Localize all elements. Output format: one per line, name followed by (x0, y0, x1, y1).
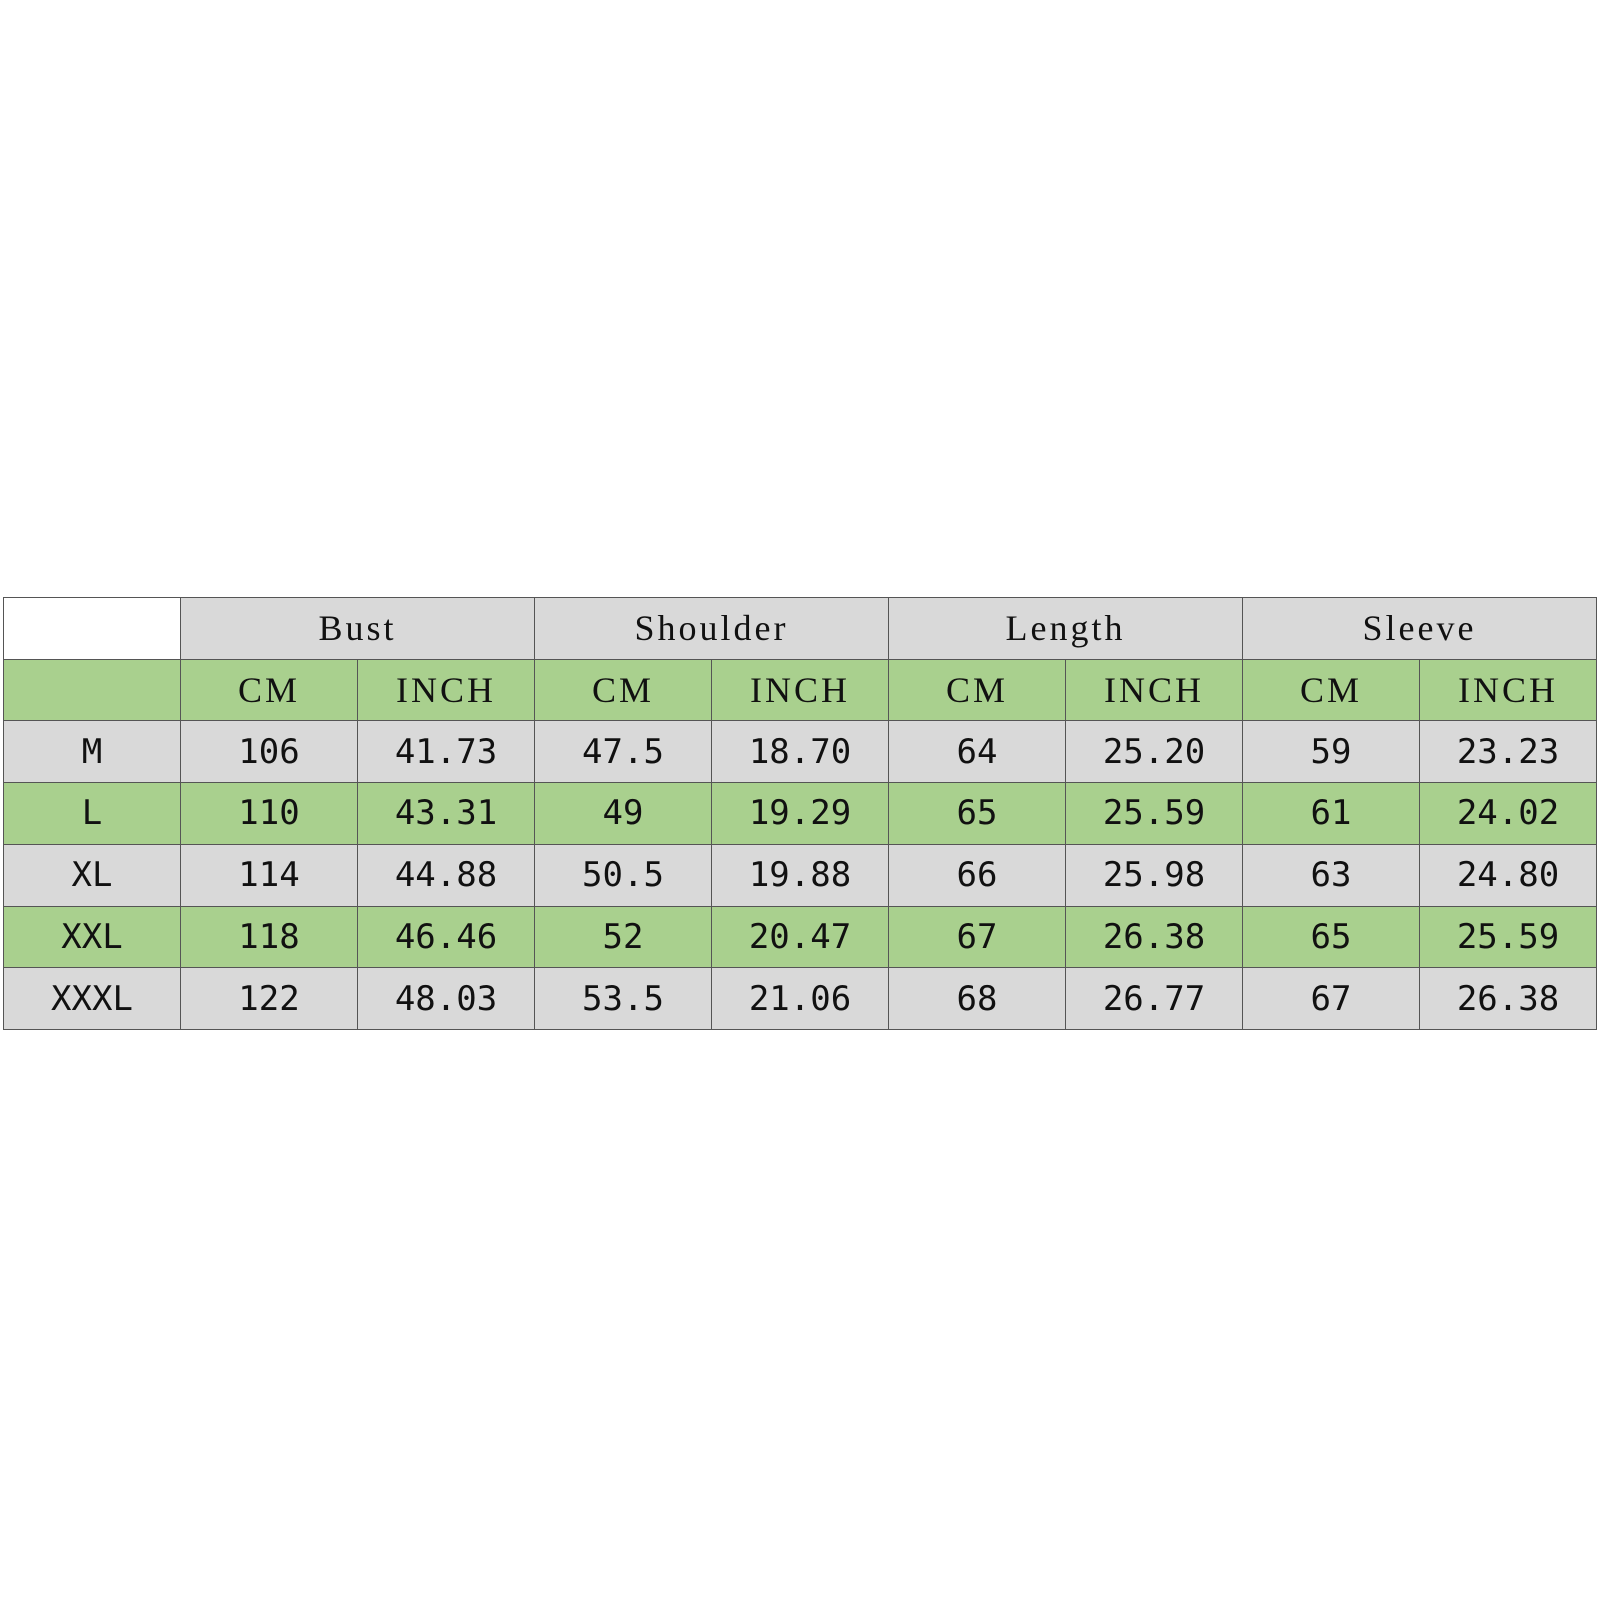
measurement: 65 (1242, 905, 1420, 969)
unit-header: INCH (357, 658, 535, 722)
measurement: 19.88 (711, 843, 889, 907)
measurement: 25.59 (1419, 905, 1597, 969)
measurement: 24.80 (1419, 843, 1597, 907)
measurement: 21.06 (711, 967, 889, 1030)
measurement: 26.38 (1065, 905, 1243, 969)
measurement: 59 (1242, 720, 1420, 784)
size-label: XXL (3, 905, 181, 969)
measurement: 18.70 (711, 720, 889, 784)
measurement: 68 (888, 967, 1066, 1030)
measurement: 67 (1242, 967, 1420, 1030)
unit-header: CM (534, 658, 712, 722)
measurement: 19.29 (711, 782, 889, 845)
group-header: Bust (180, 597, 535, 660)
measurement: 63 (1242, 843, 1420, 907)
measurement: 65 (888, 782, 1066, 845)
unit-header: CM (1242, 658, 1420, 722)
measurement: 25.20 (1065, 720, 1243, 784)
unit-header: INCH (1419, 658, 1597, 722)
measurement: 110 (180, 782, 358, 845)
measurement: 52 (534, 905, 712, 969)
corner-cell (3, 597, 181, 660)
group-header: Sleeve (1242, 597, 1597, 660)
measurement: 25.59 (1065, 782, 1243, 845)
group-header: Shoulder (534, 597, 889, 660)
measurement: 49 (534, 782, 712, 845)
measurement: 118 (180, 905, 358, 969)
measurement: 66 (888, 843, 1066, 907)
measurement: 67 (888, 905, 1066, 969)
measurement: 50.5 (534, 843, 712, 907)
measurement: 23.23 (1419, 720, 1597, 784)
unit-header: CM (888, 658, 1066, 722)
measurement: 48.03 (357, 967, 535, 1030)
measurement: 114 (180, 843, 358, 907)
measurement: 47.5 (534, 720, 712, 784)
size-label: M (3, 720, 181, 784)
unit-corner (3, 658, 181, 722)
measurement: 41.73 (357, 720, 535, 784)
measurement: 53.5 (534, 967, 712, 1030)
measurement: 64 (888, 720, 1066, 784)
measurement: 106 (180, 720, 358, 784)
measurement: 61 (1242, 782, 1420, 845)
measurement: 122 (180, 967, 358, 1030)
measurement: 25.98 (1065, 843, 1243, 907)
size-label: XL (3, 843, 181, 907)
group-header: Length (888, 597, 1243, 660)
unit-header: INCH (711, 658, 889, 722)
measurement: 43.31 (357, 782, 535, 845)
measurement: 46.46 (357, 905, 535, 969)
measurement: 24.02 (1419, 782, 1597, 845)
unit-header: INCH (1065, 658, 1243, 722)
unit-header: CM (180, 658, 358, 722)
size-label: L (3, 782, 181, 845)
size-table: Bust Shoulder Length Sleeve CM INCH CM INCH CM IN… (3, 597, 1597, 1030)
measurement: 44.88 (357, 843, 535, 907)
size-label: XXXL (3, 967, 181, 1030)
measurement: 26.38 (1419, 967, 1597, 1030)
measurement: 20.47 (711, 905, 889, 969)
measurement: 26.77 (1065, 967, 1243, 1030)
